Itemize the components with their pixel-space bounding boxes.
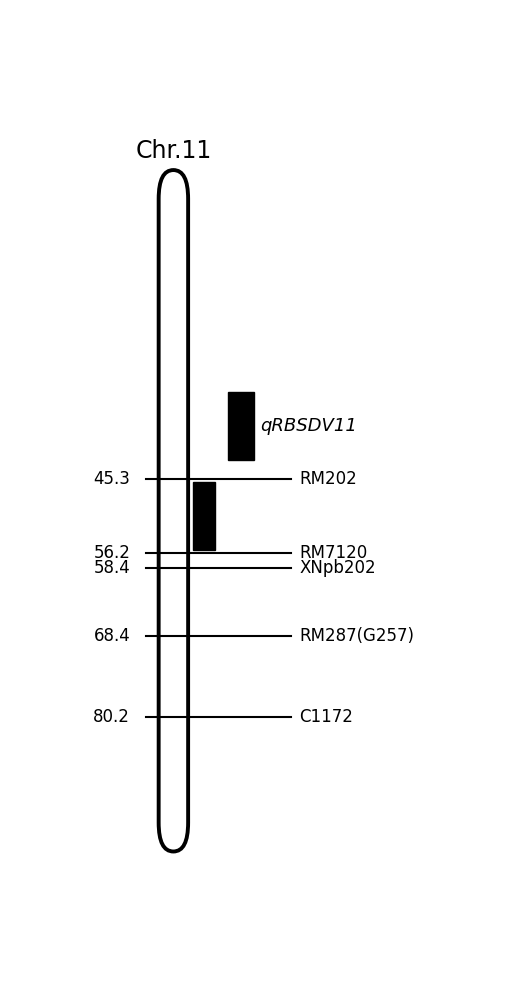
Text: 45.3: 45.3 [93,470,130,488]
Text: C1172: C1172 [299,708,353,726]
Bar [228,392,254,460]
Text: Chr.11: Chr.11 [135,139,211,163]
Text: RM287(G257): RM287(G257) [299,627,414,645]
Text: 58.4: 58.4 [93,559,130,577]
Text: 68.4: 68.4 [93,627,130,645]
Text: RM7120: RM7120 [299,544,368,562]
Text: XNpb202: XNpb202 [299,559,376,577]
FancyBboxPatch shape [159,170,188,852]
Text: 56.2: 56.2 [93,544,130,562]
Text: qRBSDV11: qRBSDV11 [260,417,357,435]
Text: RM202: RM202 [299,470,357,488]
Bar [193,482,214,550]
Text: 80.2: 80.2 [93,708,130,726]
